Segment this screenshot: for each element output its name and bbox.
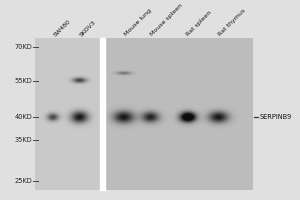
Text: SERPINB9: SERPINB9	[259, 114, 291, 120]
Text: 40KD: 40KD	[15, 114, 33, 120]
Text: SKOV3: SKOV3	[79, 19, 97, 37]
Bar	[35, 38, 100, 190]
Text: Mouse lung: Mouse lung	[123, 8, 152, 37]
Text: 25KD: 25KD	[15, 178, 33, 184]
Text: 55KD: 55KD	[15, 78, 33, 84]
Bar	[106, 38, 253, 190]
Text: SW480: SW480	[52, 18, 71, 37]
Text: 35KD: 35KD	[15, 137, 33, 143]
Text: Mouse spleen: Mouse spleen	[150, 3, 184, 37]
Text: 70KD: 70KD	[15, 44, 33, 50]
Text: Rat thymus: Rat thymus	[218, 8, 247, 37]
Text: Rat spleen: Rat spleen	[185, 10, 212, 37]
